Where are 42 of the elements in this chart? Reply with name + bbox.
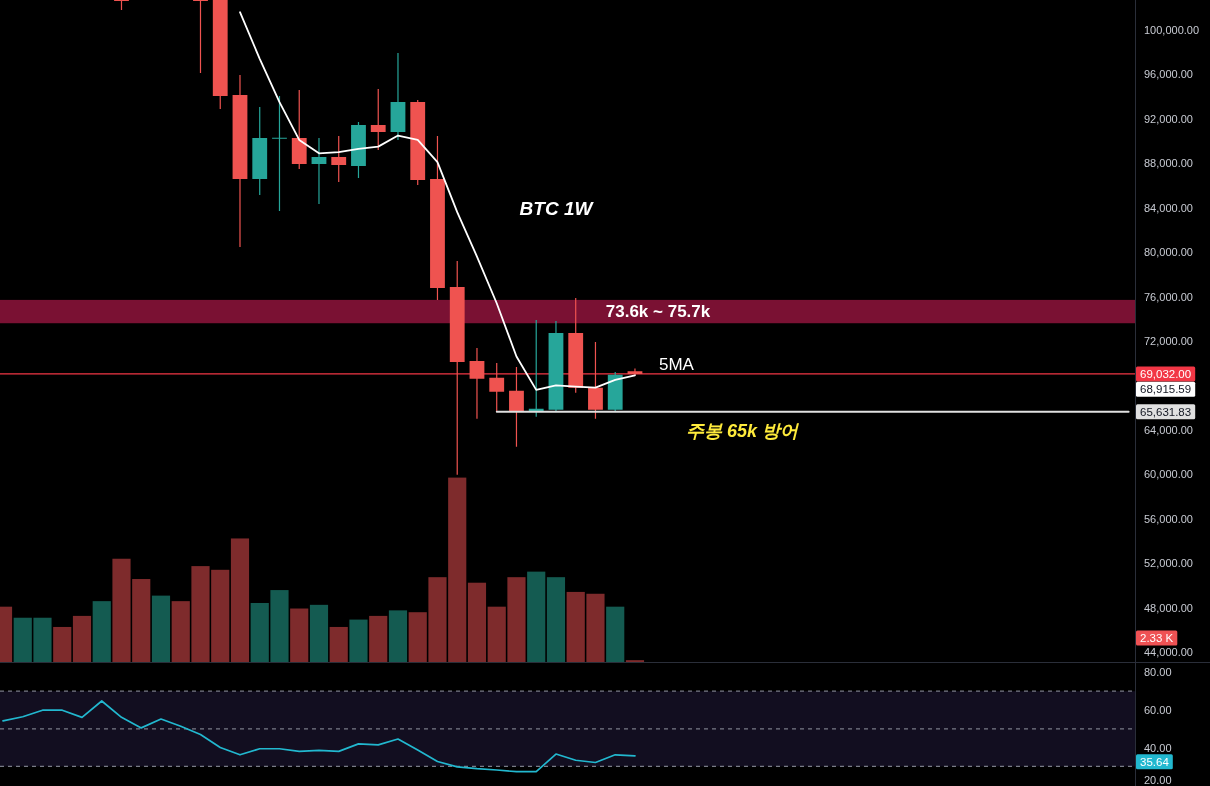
bar <box>527 571 546 662</box>
text: 68,915.59 <box>1140 383 1192 396</box>
y-tick-label: 56,000.00 <box>1144 512 1193 525</box>
series-label: 5MA <box>658 354 695 374</box>
y-tick-label: 64,000.00 <box>1144 423 1193 436</box>
y-tick-label: 100,000.00 <box>1144 23 1200 36</box>
bar <box>92 601 111 662</box>
y-tick-label: 96,000.00 <box>1144 68 1193 81</box>
bar <box>349 619 368 662</box>
bar <box>309 604 329 662</box>
y-tick-label: 72,000.00 <box>1144 335 1193 347</box>
y-tick-label: 76,000.00 <box>1144 290 1193 303</box>
y-tick-label: 84,000.00 <box>1144 201 1193 214</box>
bar <box>546 577 566 662</box>
bar <box>606 606 625 662</box>
bar <box>53 626 72 662</box>
bar <box>151 595 171 662</box>
bar <box>290 608 309 662</box>
ref-line-label: 69,032.00 <box>1140 367 1192 380</box>
y-tick-label: 44,000.00 <box>1144 646 1193 658</box>
text: BTC 1W <box>519 197 595 219</box>
annotation: 주봉 65k 방어 <box>685 421 801 441</box>
bar <box>467 582 487 662</box>
text: 2.33 K <box>1140 632 1174 644</box>
data-label: 65,631.83 <box>1140 405 1192 418</box>
y-tick-label: 92,000.00 <box>1144 112 1193 125</box>
bar <box>369 615 388 662</box>
y-tick-label: 80,000.00 <box>1144 246 1193 259</box>
y-tick-label: 20.00 <box>1144 773 1172 786</box>
y-tick-label: 88,000.00 <box>1144 157 1193 170</box>
bar <box>388 610 408 662</box>
bar <box>230 538 250 662</box>
band-label: 73.6k ~ 75.7k <box>605 302 711 322</box>
y-tick-label: 40.00 <box>1144 741 1172 754</box>
y-tick-label: 48,000.00 <box>1144 601 1193 614</box>
bar <box>329 626 348 662</box>
y-tick-label: 60,000.00 <box>1144 468 1193 481</box>
bar <box>72 615 92 662</box>
y-tick-label: 60.00 <box>1144 704 1172 717</box>
text: 35.64 <box>1140 755 1170 768</box>
y-tick-label: 80.00 <box>1144 666 1172 679</box>
y-tick-label: 52,000.00 <box>1144 557 1193 570</box>
